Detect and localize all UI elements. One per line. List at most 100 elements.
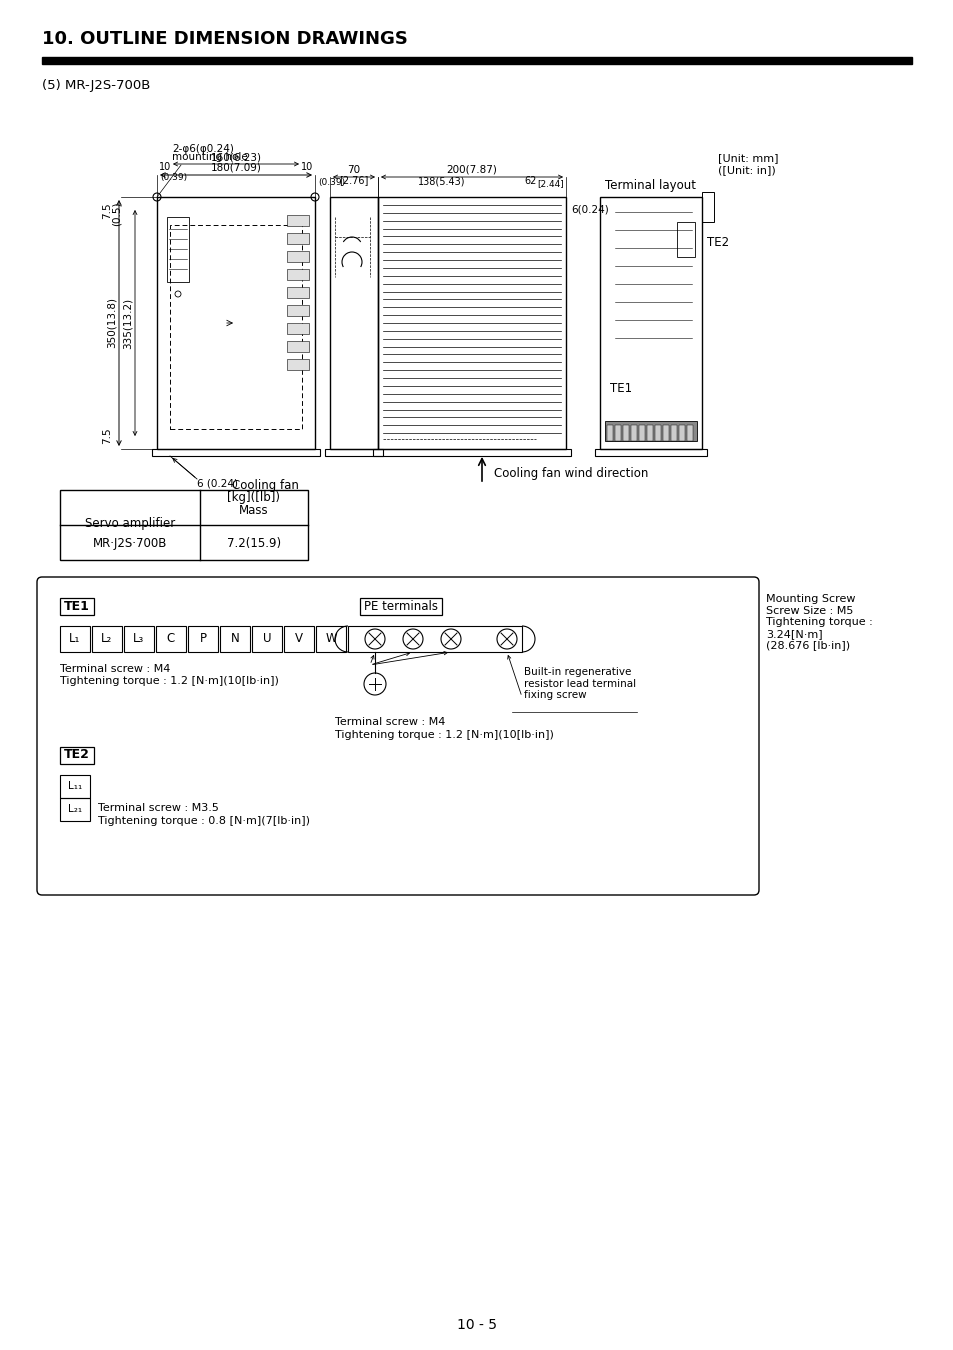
Text: 70: 70 <box>347 165 360 176</box>
Bar <box>325 450 382 456</box>
Text: Built-in regenerative
resistor lead terminal
fixing screw: Built-in regenerative resistor lead term… <box>523 667 636 701</box>
Text: Terminal screw : M3.5: Terminal screw : M3.5 <box>98 803 218 813</box>
Text: Tightening torque : 1.2 [N·m](10[lb·in]): Tightening torque : 1.2 [N·m](10[lb·in]) <box>335 730 554 740</box>
Text: 7.5: 7.5 <box>102 202 112 219</box>
Text: 10: 10 <box>159 162 172 171</box>
Bar <box>655 425 660 441</box>
Text: mounting hole: mounting hole <box>172 153 248 162</box>
Bar <box>315 626 346 652</box>
Text: Servo amplifier: Servo amplifier <box>85 517 175 529</box>
Text: P: P <box>199 633 206 645</box>
Bar <box>124 626 153 652</box>
Text: Mounting Screw
Screw Size : M5
Tightening torque :
3.24[N·m]
(28.676 [lb·in]): Mounting Screw Screw Size : M5 Tightenin… <box>765 594 872 651</box>
Text: (0.39): (0.39) <box>317 178 345 188</box>
Text: 160(6.23): 160(6.23) <box>211 153 261 162</box>
Bar <box>677 221 695 256</box>
Bar <box>287 288 309 298</box>
Text: Terminal layout: Terminal layout <box>605 180 696 192</box>
Text: L₁: L₁ <box>70 633 81 645</box>
Text: 6(0.24): 6(0.24) <box>571 204 608 215</box>
Text: TE1: TE1 <box>609 382 632 396</box>
Text: L₃: L₃ <box>133 633 145 645</box>
Bar <box>170 225 302 429</box>
Bar <box>60 798 90 821</box>
Bar <box>252 626 282 652</box>
Text: 62: 62 <box>524 176 537 186</box>
Bar <box>373 450 571 456</box>
Text: 138(5.43): 138(5.43) <box>417 176 465 186</box>
Bar <box>679 425 684 441</box>
Bar <box>662 425 668 441</box>
Bar <box>152 450 319 456</box>
Bar <box>60 747 94 764</box>
Bar <box>284 626 314 652</box>
Bar <box>646 425 652 441</box>
Bar <box>348 626 521 652</box>
Text: TE2: TE2 <box>64 748 90 761</box>
Bar <box>287 251 309 262</box>
Text: L₁₁: L₁₁ <box>68 782 82 791</box>
Text: U: U <box>262 633 271 645</box>
Bar <box>701 192 713 221</box>
Text: 7.2(15.9): 7.2(15.9) <box>227 536 281 549</box>
Bar <box>639 425 644 441</box>
Text: 200(7.87): 200(7.87) <box>446 165 497 176</box>
Text: C: C <box>167 633 175 645</box>
Bar <box>287 359 309 370</box>
Text: TE1: TE1 <box>64 599 90 613</box>
Bar <box>287 323 309 333</box>
Bar <box>599 197 701 450</box>
Text: [2.44]: [2.44] <box>537 180 564 188</box>
Bar <box>615 425 620 441</box>
Bar <box>670 425 677 441</box>
Bar <box>595 450 706 456</box>
Text: Tightening torque : 0.8 [N·m](7[lb·in]): Tightening torque : 0.8 [N·m](7[lb·in]) <box>98 815 310 826</box>
Bar <box>359 598 441 616</box>
Text: Mass: Mass <box>239 504 269 517</box>
Bar <box>287 305 309 316</box>
Text: W: W <box>325 633 336 645</box>
Text: 10 - 5: 10 - 5 <box>456 1318 497 1332</box>
Text: 6 (0.24): 6 (0.24) <box>196 479 237 489</box>
Text: L₂₁: L₂₁ <box>68 805 82 814</box>
Text: Tightening torque : 1.2 [N·m](10[lb·in]): Tightening torque : 1.2 [N·m](10[lb·in]) <box>60 676 278 686</box>
Text: V: V <box>294 633 303 645</box>
Bar <box>60 598 94 616</box>
Text: TE2: TE2 <box>706 235 728 248</box>
Bar <box>377 197 565 450</box>
Text: Terminal screw : M4: Terminal screw : M4 <box>60 664 171 674</box>
Bar <box>91 626 122 652</box>
Bar <box>60 626 90 652</box>
Text: 7.5: 7.5 <box>102 428 112 444</box>
Text: Terminal screw : M4: Terminal screw : M4 <box>335 717 445 728</box>
Bar <box>604 421 697 441</box>
Bar <box>167 217 189 282</box>
Bar <box>630 425 637 441</box>
Text: 335(13.2): 335(13.2) <box>123 297 132 348</box>
Text: [2.76]: [2.76] <box>339 176 368 185</box>
Text: 350(13.8): 350(13.8) <box>107 297 117 348</box>
Bar <box>606 425 613 441</box>
Text: PE terminals: PE terminals <box>364 599 437 613</box>
Text: 10. OUTLINE DIMENSION DRAWINGS: 10. OUTLINE DIMENSION DRAWINGS <box>42 30 408 49</box>
Bar <box>60 775 90 798</box>
Text: 180(7.09): 180(7.09) <box>211 163 261 173</box>
Text: Cooling fan: Cooling fan <box>232 479 298 491</box>
Bar <box>686 425 692 441</box>
Text: MR·J2S·700B: MR·J2S·700B <box>92 536 167 549</box>
Bar <box>220 626 250 652</box>
Bar <box>156 626 186 652</box>
Text: (0.39): (0.39) <box>160 173 187 182</box>
Bar <box>42 57 911 63</box>
Text: [kg]([lb]): [kg]([lb]) <box>227 491 280 505</box>
Text: N: N <box>231 633 239 645</box>
Text: 10: 10 <box>300 162 313 171</box>
Bar <box>287 269 309 279</box>
Text: (5) MR-J2S-700B: (5) MR-J2S-700B <box>42 80 151 92</box>
Bar <box>330 197 377 450</box>
Bar <box>287 234 309 244</box>
Bar <box>287 215 309 225</box>
Text: (0.5): (0.5) <box>112 202 122 227</box>
Bar <box>157 197 314 450</box>
Text: 2-φ6(φ0.24): 2-φ6(φ0.24) <box>172 144 233 154</box>
